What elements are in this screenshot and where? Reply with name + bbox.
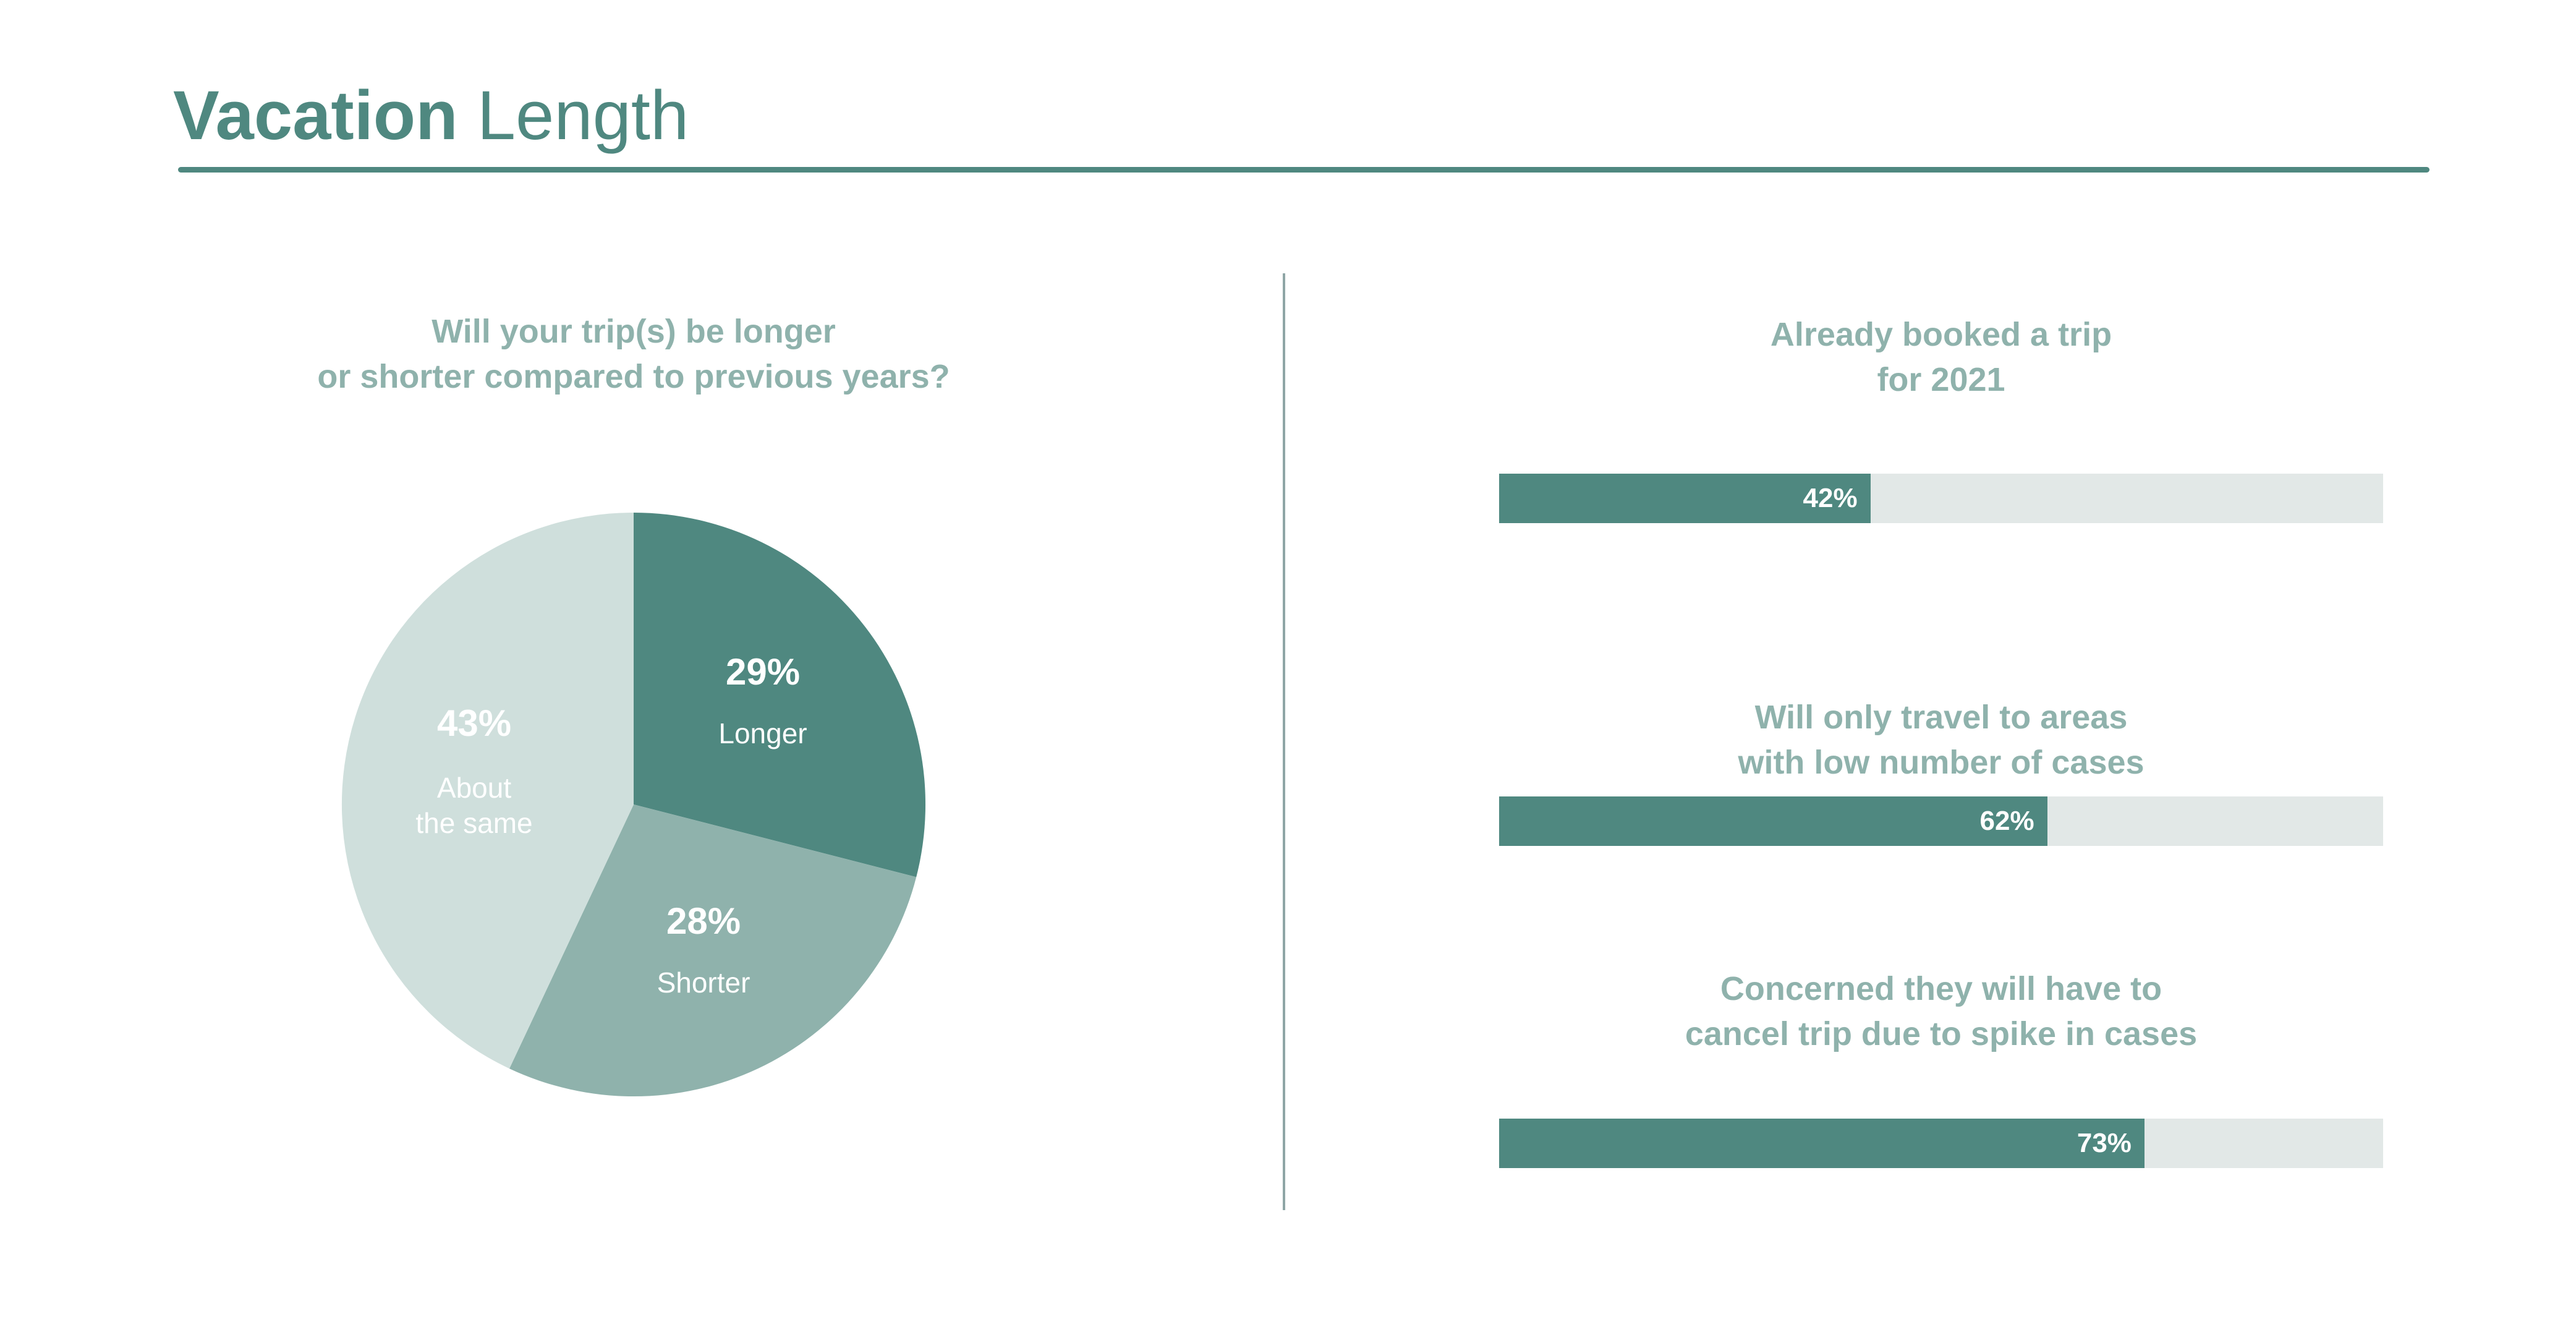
svg-text:43%: 43% xyxy=(437,702,511,744)
svg-text:Longer: Longer xyxy=(718,717,807,749)
svg-text:Shorter: Shorter xyxy=(657,966,750,999)
svg-text:the same: the same xyxy=(415,807,532,839)
svg-text:29%: 29% xyxy=(726,651,800,693)
svg-text:About: About xyxy=(437,772,511,804)
svg-text:28%: 28% xyxy=(666,900,741,942)
